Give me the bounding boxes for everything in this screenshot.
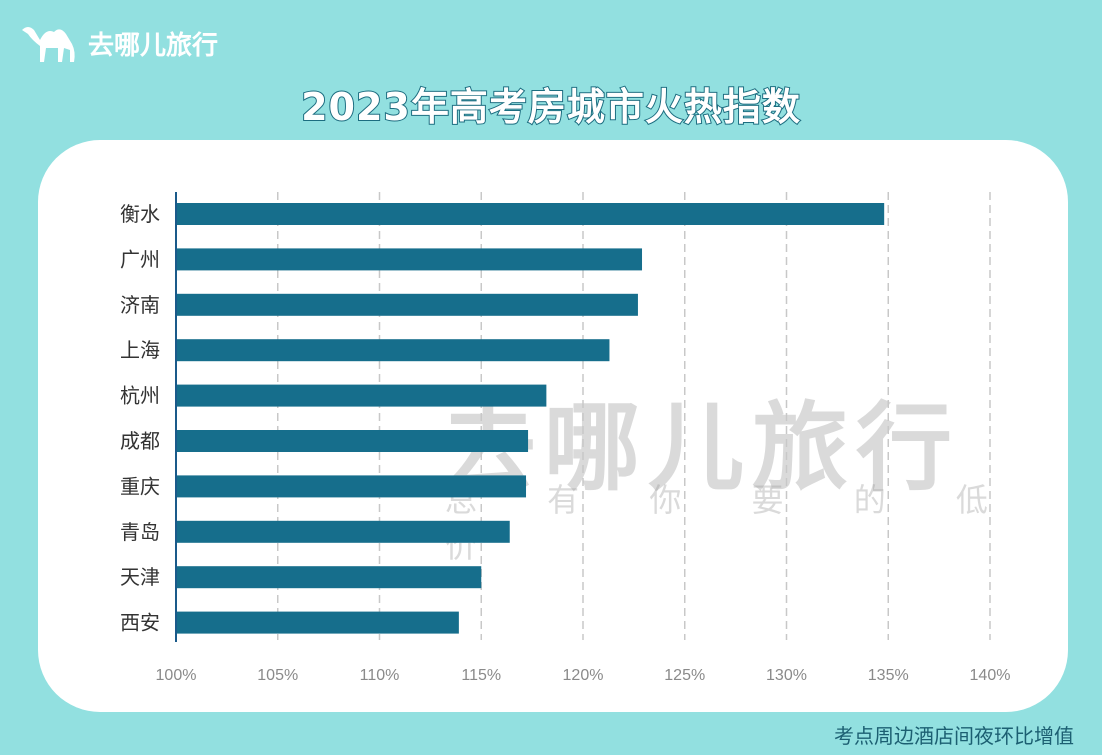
y-category-label: 成都 <box>120 429 160 453</box>
y-category-label: 广州 <box>120 247 160 271</box>
y-category-label: 西安 <box>120 611 160 635</box>
bar <box>177 293 638 316</box>
chart-title: 2023年高考房城市火热指数 <box>300 84 801 130</box>
y-category-label: 重庆 <box>120 474 160 498</box>
y-category-label: 青岛 <box>120 520 160 544</box>
y-category-label: 上海 <box>120 338 160 362</box>
bar <box>177 611 459 634</box>
bar <box>177 203 885 225</box>
bar <box>177 339 610 362</box>
x-tick-label: 110% <box>360 667 400 684</box>
bar <box>177 520 510 543</box>
x-tick-label: 125% <box>664 667 705 684</box>
brand-name: 去哪儿旅行 <box>88 30 219 61</box>
x-tick-label: 135% <box>868 667 909 684</box>
x-tick-label: 130% <box>766 667 807 684</box>
x-tick-label: 100% <box>156 667 197 684</box>
brand-logo: 去哪儿旅行 <box>20 22 218 64</box>
x-tick-label: 140% <box>970 667 1011 684</box>
x-tick-label: 115% <box>461 667 501 684</box>
camel-icon <box>22 27 75 62</box>
footer-note: 考点周边酒店间夜环比增值 <box>834 724 1074 748</box>
bar <box>177 248 643 271</box>
y-category-label: 济南 <box>120 293 160 317</box>
y-category-label: 天津 <box>120 565 160 589</box>
y-category-label: 衡水 <box>120 202 160 226</box>
bar <box>177 475 527 498</box>
y-category-label: 杭州 <box>120 384 160 408</box>
bar <box>177 566 482 589</box>
bar <box>177 430 529 452</box>
bar <box>177 384 547 407</box>
x-tick-label: 120% <box>563 667 604 684</box>
x-tick-label: 105% <box>257 667 298 684</box>
